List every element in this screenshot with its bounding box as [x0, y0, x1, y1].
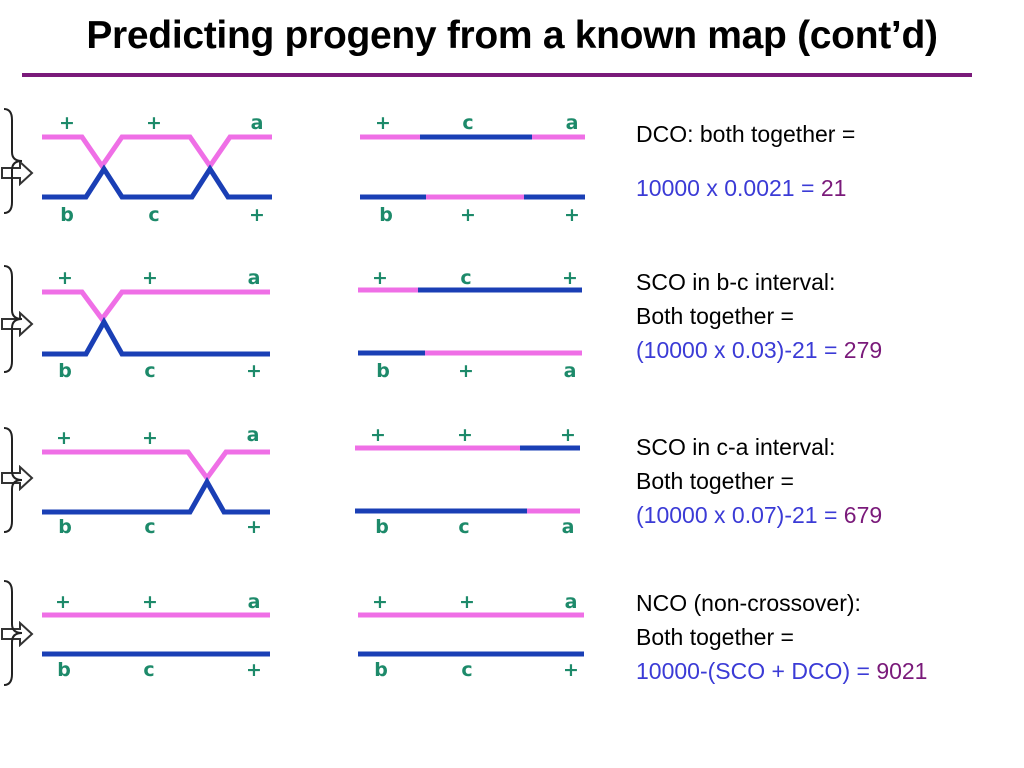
allele-label: b [376, 360, 390, 380]
panel-nco: + + a b c + + + a b c + NCO (non-crossov… [0, 578, 1024, 703]
allele-label: + [562, 267, 578, 289]
title-underline [22, 73, 972, 77]
chromosome-diagram: + + a b c + + + + b c a [42, 424, 580, 538]
allele-label: a [566, 112, 579, 134]
allele-label: + [372, 591, 388, 613]
panel-sco-b-c: + + a b c + + c + b + a SCO in b-c inter… [0, 255, 1024, 380]
result-text: DCO: both together = 10000 x 0.0021 = 21 [636, 117, 855, 205]
right-curly-brace-icon [3, 580, 23, 686]
chromosome-diagram: + + a b c + + c a b + + [42, 112, 585, 225]
calculation: (10000 x 0.03)-21 = [636, 337, 838, 363]
allele-label: b [58, 516, 72, 538]
allele-label: + [563, 659, 579, 681]
result-value: 21 [820, 175, 847, 201]
class-label-line2: Both together = [636, 624, 794, 650]
allele-label: + [142, 267, 158, 289]
calculation: 10000-(SCO + DCO) = [636, 658, 870, 684]
chromosome-diagram: + + a b c + + + a b c + [42, 591, 584, 681]
allele-label: a [565, 591, 578, 613]
calculation-line: 10000 x 0.0021 = 21 [636, 171, 855, 205]
class-label-line2: Both together = [636, 468, 794, 494]
allele-label: a [564, 360, 577, 380]
calculation: (10000 x 0.07)-21 = [636, 502, 838, 528]
allele-label: + [146, 112, 162, 134]
allele-label: c [458, 516, 469, 538]
result-text: SCO in c-a interval: Both together = (10… [636, 430, 882, 532]
allele-label: a [248, 591, 261, 613]
result-text: NCO (non-crossover): Both together = 100… [636, 586, 927, 688]
hollow-right-arrow-icon [1, 621, 34, 647]
panel-sco-c-a: + + a b c + + + + b c a SCO in c-a inter… [0, 415, 1024, 540]
allele-label: c [144, 516, 155, 538]
allele-label: + [460, 204, 476, 225]
result-value: 9021 [876, 658, 928, 684]
page-title: Predicting progeny from a known map (con… [86, 14, 938, 57]
parent-top-chromosome [42, 289, 270, 324]
class-label: DCO: both together = [636, 121, 856, 147]
allele-label: b [60, 204, 74, 225]
allele-label: a [562, 516, 575, 538]
right-curly-brace-icon [3, 427, 23, 533]
calculation-line: (10000 x 0.07)-21 = 679 [636, 498, 882, 532]
panel-dco: + + a b c + + c a b + + DCO: both togeth… [0, 100, 1024, 225]
allele-label: b [57, 659, 71, 681]
hollow-right-arrow-icon [1, 160, 34, 186]
allele-label: + [458, 360, 474, 380]
allele-label: c [144, 360, 155, 380]
allele-label: + [56, 427, 72, 449]
allele-label: b [379, 204, 393, 225]
allele-label: + [457, 424, 473, 446]
chromosome-diagram: + + a b c + + c + b + a [42, 267, 582, 380]
result-value: 679 [843, 502, 883, 528]
allele-label: + [372, 267, 388, 289]
result-text: SCO in b-c interval: Both together = (10… [636, 265, 882, 367]
allele-label: + [246, 659, 262, 681]
class-label: SCO in c-a interval: [636, 434, 836, 460]
allele-label: + [142, 427, 158, 449]
allele-label: c [461, 659, 472, 681]
allele-label: c [460, 267, 471, 289]
parent-bottom-chromosome [42, 164, 272, 200]
allele-label: + [142, 591, 158, 613]
class-label-line2: Both together = [636, 303, 794, 329]
allele-label: + [246, 516, 262, 538]
parent-top-chromosome [42, 134, 272, 171]
allele-label: + [370, 424, 386, 446]
parent-bottom-chromosome [42, 476, 270, 515]
calculation-line: (10000 x 0.03)-21 = 279 [636, 333, 882, 367]
right-curly-brace-icon [3, 108, 23, 214]
allele-label: b [374, 659, 388, 681]
calculation: 10000 x 0.0021 = [636, 175, 815, 201]
parent-bottom-chromosome [42, 316, 270, 357]
allele-label: + [375, 112, 391, 134]
calculation-line: 10000-(SCO + DCO) = 9021 [636, 654, 927, 688]
allele-label: + [246, 360, 262, 380]
right-curly-brace-icon [3, 265, 23, 373]
allele-label: c [148, 204, 159, 225]
hollow-right-arrow-icon [1, 465, 34, 491]
allele-label: c [143, 659, 154, 681]
allele-label: + [560, 424, 576, 446]
allele-label: c [462, 112, 473, 134]
class-label: SCO in b-c interval: [636, 269, 836, 295]
allele-label: + [249, 204, 265, 225]
allele-label: b [375, 516, 389, 538]
allele-label: + [459, 591, 475, 613]
allele-label: a [251, 112, 264, 134]
allele-label: b [58, 360, 72, 380]
result-value: 279 [843, 337, 883, 363]
allele-label: + [59, 112, 75, 134]
allele-label: + [55, 591, 71, 613]
allele-label: a [248, 267, 261, 289]
parent-top-chromosome [42, 449, 270, 483]
allele-label: a [247, 424, 260, 446]
allele-label: + [564, 204, 580, 225]
class-label: NCO (non-crossover): [636, 590, 861, 616]
allele-label: + [57, 267, 73, 289]
